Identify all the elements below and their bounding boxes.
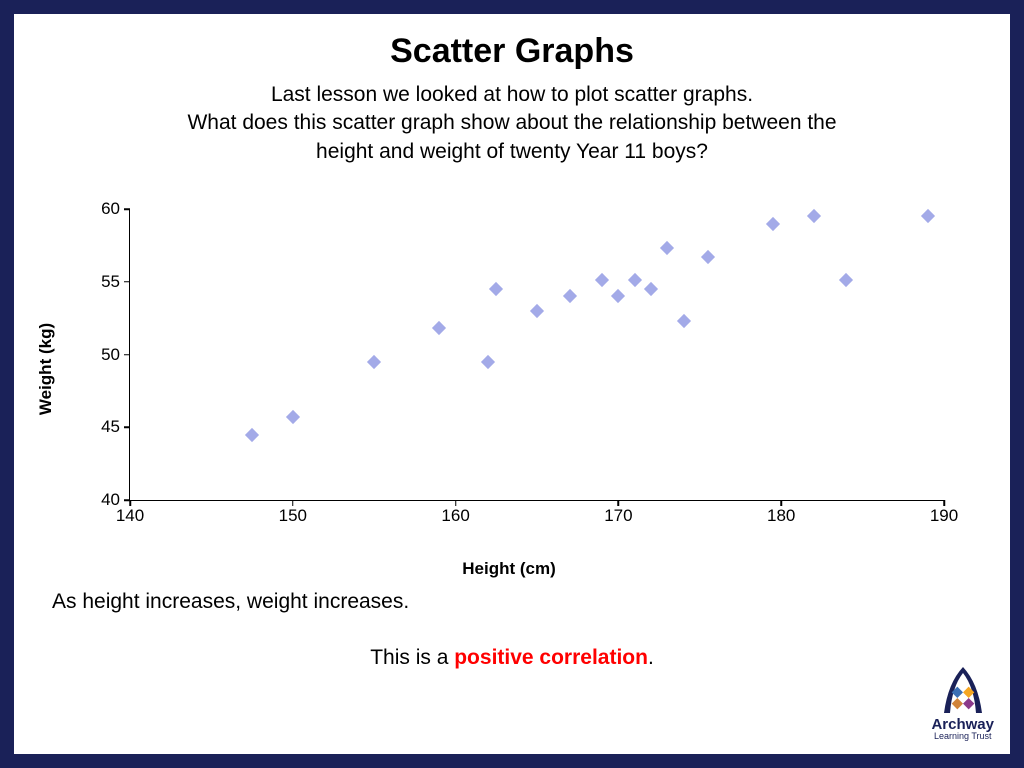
data-point xyxy=(481,355,495,369)
x-tick-mark xyxy=(292,500,294,506)
data-point xyxy=(489,282,503,296)
data-point xyxy=(676,314,690,328)
scatter-chart: Weight (kg) 4045505560140150160170180190… xyxy=(74,209,944,529)
page-title: Scatter Graphs xyxy=(14,32,1010,71)
x-axis-label: Height (cm) xyxy=(462,559,556,579)
conclusion-text-2: This is a positive correlation. xyxy=(14,646,1010,670)
y-tick-mark xyxy=(124,281,130,283)
data-point xyxy=(611,289,625,303)
y-tick-mark xyxy=(124,208,130,210)
plot-area: 4045505560140150160170180190 xyxy=(129,209,944,501)
data-point xyxy=(595,273,609,287)
x-tick-mark xyxy=(780,500,782,506)
data-point xyxy=(766,216,780,230)
conclusion-2-post: . xyxy=(648,646,654,669)
intro-text: Last lesson we looked at how to plot sca… xyxy=(14,81,1010,166)
data-point xyxy=(807,209,821,223)
x-tick-mark xyxy=(129,500,131,506)
y-axis-label: Weight (kg) xyxy=(36,323,56,415)
data-point xyxy=(701,250,715,264)
intro-line-3: height and weight of twenty Year 11 boys… xyxy=(316,140,708,163)
conclusion-2-pre: This is a xyxy=(370,646,454,669)
conclusion-2-highlight: positive correlation xyxy=(454,646,648,669)
data-point xyxy=(839,273,853,287)
y-tick-mark xyxy=(124,354,130,356)
data-point xyxy=(644,282,658,296)
data-point xyxy=(562,289,576,303)
data-point xyxy=(530,304,544,318)
intro-line-2: What does this scatter graph show about … xyxy=(187,111,836,134)
x-tick-mark xyxy=(455,500,457,506)
x-tick-mark xyxy=(618,500,620,506)
data-point xyxy=(286,410,300,424)
data-point xyxy=(245,427,259,441)
intro-line-1: Last lesson we looked at how to plot sca… xyxy=(271,83,753,106)
data-point xyxy=(367,355,381,369)
logo-mark-icon xyxy=(936,665,990,715)
logo-text-1: Archway xyxy=(931,717,994,732)
conclusion-text-1: As height increases, weight increases. xyxy=(52,590,409,614)
slide: Scatter Graphs Last lesson we looked at … xyxy=(0,0,1024,768)
logo: Archway Learning Trust xyxy=(931,665,994,742)
data-point xyxy=(628,273,642,287)
data-point xyxy=(660,241,674,255)
x-tick-mark xyxy=(943,500,945,506)
data-point xyxy=(432,321,446,335)
y-tick-mark xyxy=(124,427,130,429)
data-point xyxy=(921,209,935,223)
logo-text-2: Learning Trust xyxy=(931,732,994,742)
